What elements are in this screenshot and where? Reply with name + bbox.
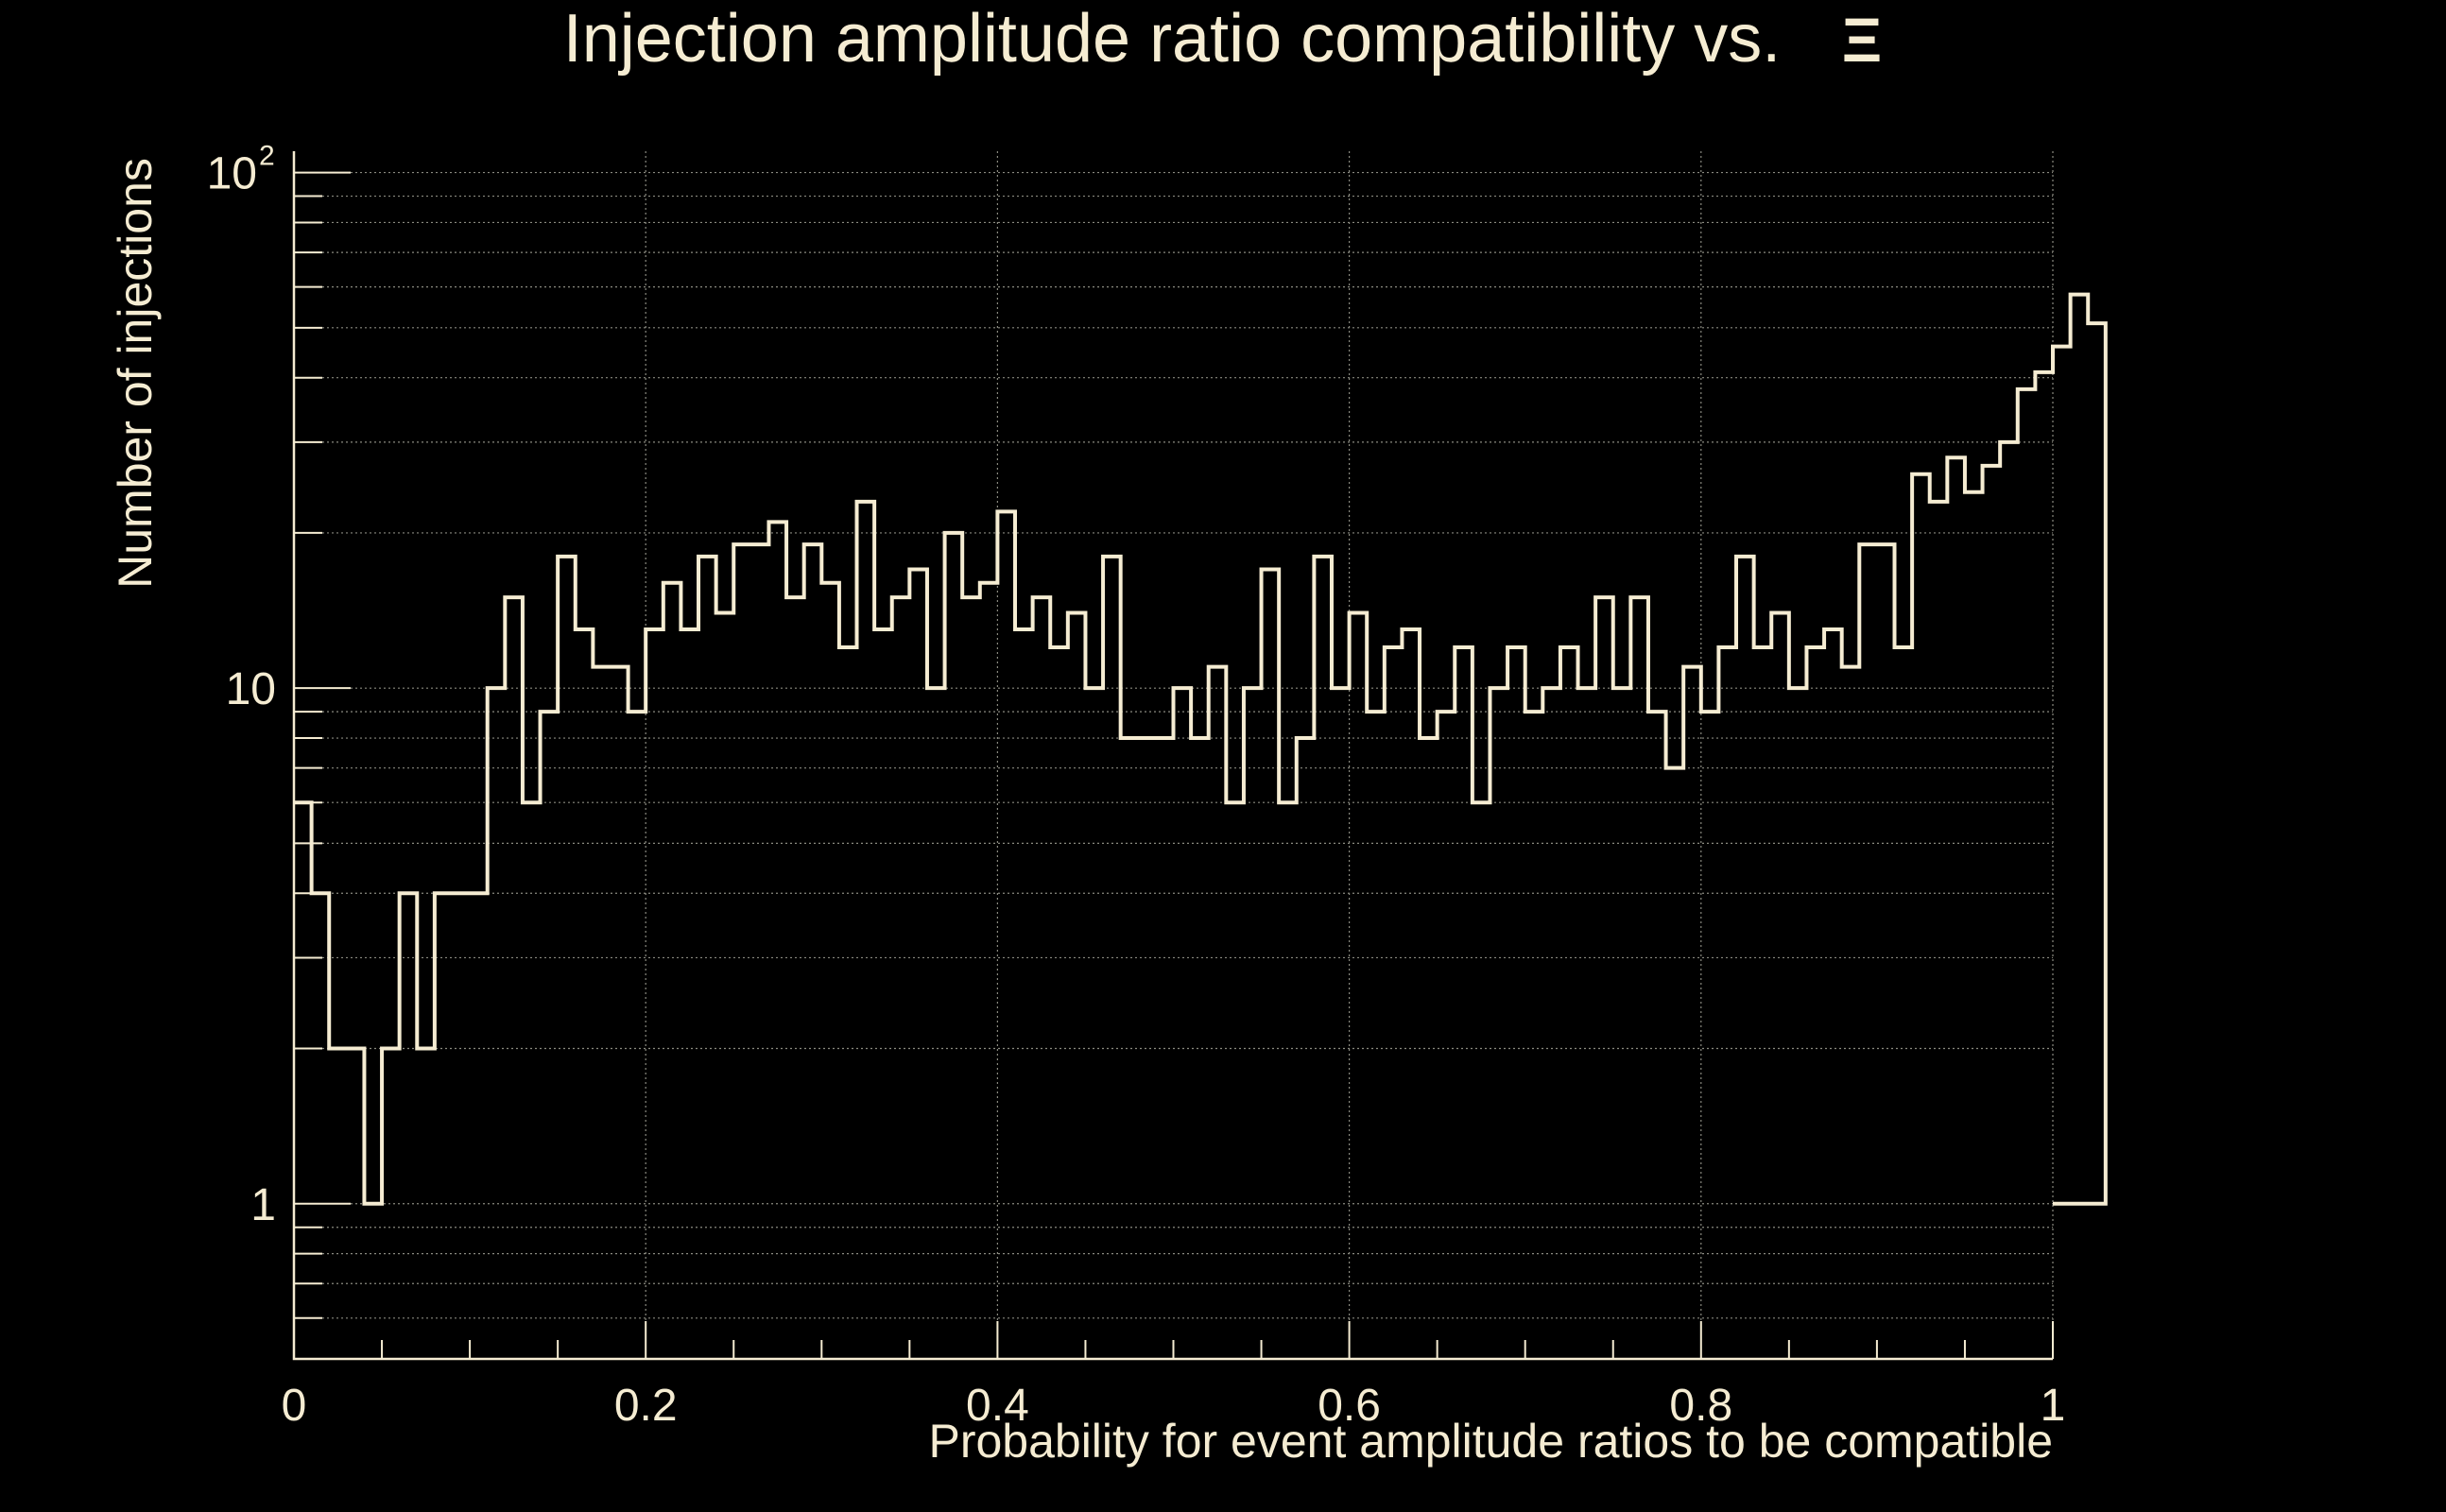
y-tick-label: 10 <box>226 664 276 714</box>
x-tick-label: 0.6 <box>1318 1381 1381 1431</box>
x-axis-label: Probability for event amplitude ratios t… <box>928 1415 2053 1468</box>
x-tick-label: 0.8 <box>1669 1381 1732 1431</box>
chart-title: Injection amplitude ratio compatibility … <box>563 1 1782 77</box>
title-xi-symbol: Ξ <box>1842 5 1882 75</box>
plot-axes <box>292 151 2053 1361</box>
y-tick-label-exponent: 2 <box>259 141 275 172</box>
x-tick-label: 0.2 <box>614 1381 678 1431</box>
y-tick-label: 1 <box>250 1180 276 1230</box>
x-tick-label: 0.4 <box>966 1381 1029 1431</box>
axis-ticks <box>293 171 2054 1360</box>
x-tick-label: 0 <box>282 1381 307 1431</box>
histogram-series <box>294 292 2108 1206</box>
y-tick-label: 10 <box>207 149 257 199</box>
x-tick-label: 1 <box>2041 1381 2066 1431</box>
y-axis-label: Number of injections <box>109 158 162 589</box>
grid-lines <box>293 151 2054 1360</box>
